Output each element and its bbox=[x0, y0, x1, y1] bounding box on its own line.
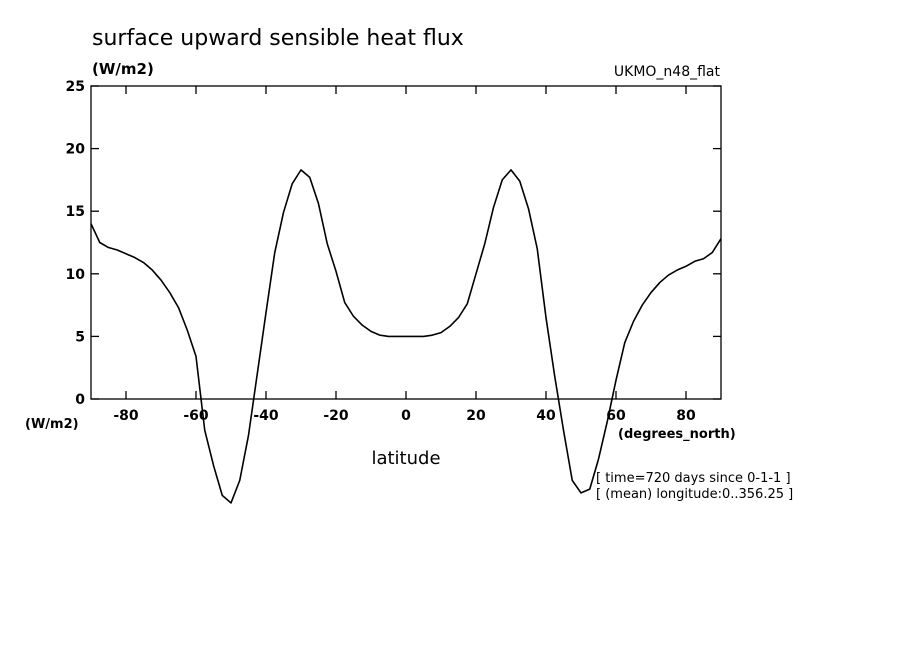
x-tick-label: 0 bbox=[401, 408, 411, 424]
note: [ time=720 days since 0-1-1 ] bbox=[596, 471, 791, 486]
dataset-label: UKMO_n48_flat bbox=[614, 64, 721, 80]
chart-title: surface upward sensible heat flux bbox=[92, 26, 464, 51]
x-axis-label: latitude bbox=[371, 448, 440, 469]
plot-frame bbox=[90, 85, 722, 400]
y-units-bottom: (W/m2) bbox=[25, 417, 79, 432]
y-tick-label: 0 bbox=[75, 392, 85, 408]
x-tick-label: 60 bbox=[606, 408, 626, 424]
x-tick-label: -40 bbox=[253, 408, 279, 424]
x-units: (degrees_north) bbox=[618, 427, 736, 442]
x-tick-label: 80 bbox=[676, 408, 696, 424]
x-tick-label: 20 bbox=[466, 408, 486, 424]
y-tick-label: 5 bbox=[75, 329, 85, 345]
y-tick-label: 20 bbox=[66, 142, 86, 158]
y-tick-label: 10 bbox=[66, 267, 86, 283]
x-tick-label: -80 bbox=[113, 408, 139, 424]
y-units: (W/m2) bbox=[92, 60, 154, 78]
y-tick-label: 25 bbox=[66, 79, 85, 95]
note: [ (mean) longitude:0..356.25 ] bbox=[596, 487, 793, 502]
x-tick-label: -60 bbox=[183, 408, 209, 424]
x-tick-label: 40 bbox=[536, 408, 556, 424]
y-tick-label: 15 bbox=[66, 204, 85, 220]
data-line bbox=[90, 169, 722, 504]
x-tick-label: -20 bbox=[323, 408, 349, 424]
